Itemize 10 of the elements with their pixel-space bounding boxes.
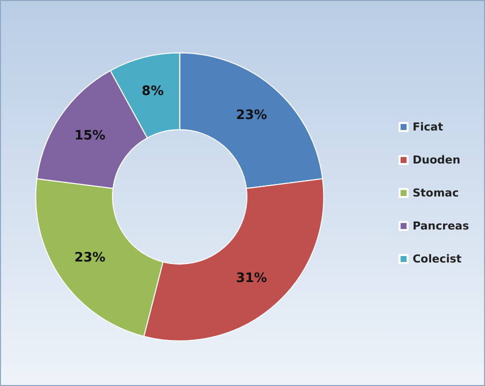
- legend-label: Colecist: [412, 252, 462, 266]
- legend-label: Ficat: [412, 120, 444, 134]
- legend-label: Pancreas: [412, 220, 470, 232]
- data-label: 23%: [236, 108, 268, 123]
- data-label: 15%: [74, 128, 106, 144]
- data-label: 23%: [74, 250, 106, 266]
- data-label: 8%: [142, 84, 164, 100]
- data-label: 31%: [236, 270, 268, 286]
- legend-label: Duoden: [412, 154, 460, 166]
- legend-label: Stomac: [412, 186, 459, 200]
